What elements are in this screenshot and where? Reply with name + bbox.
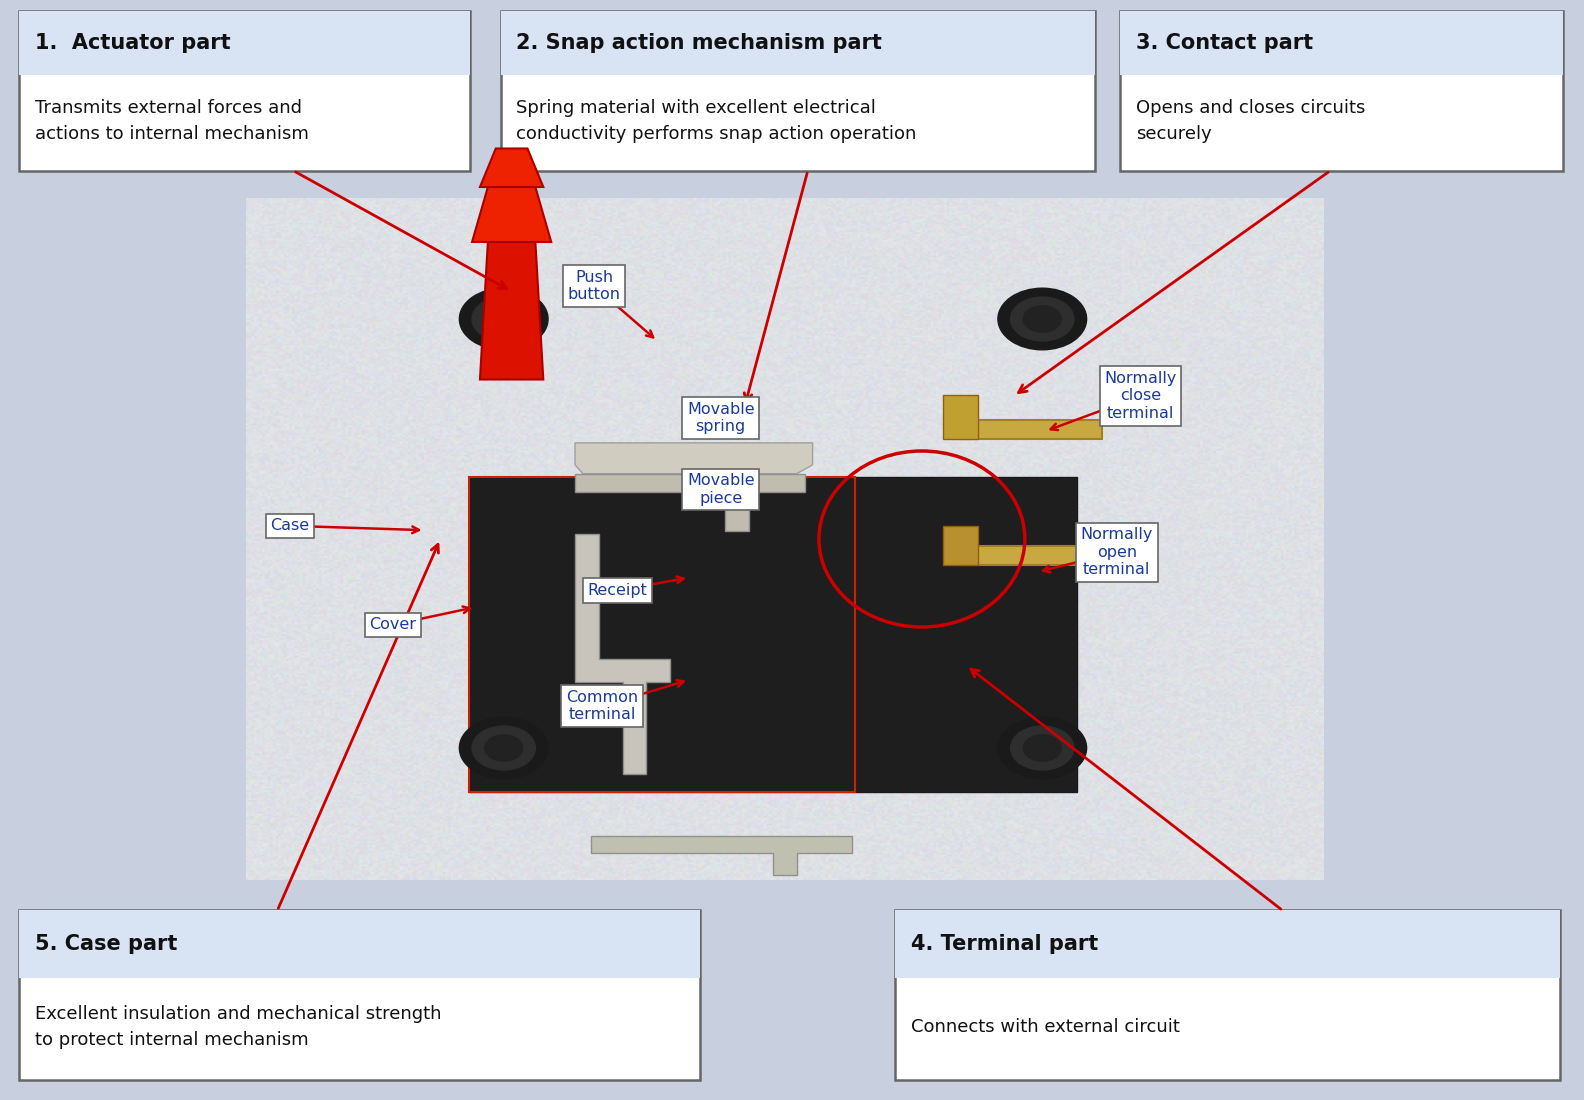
Text: 2. Snap action mechanism part: 2. Snap action mechanism part <box>516 33 882 53</box>
FancyBboxPatch shape <box>501 11 1095 170</box>
Text: Excellent insulation and mechanical strength
to protect internal mechanism: Excellent insulation and mechanical stre… <box>35 1005 442 1049</box>
Circle shape <box>1023 306 1061 332</box>
Circle shape <box>998 717 1087 779</box>
Text: 1.  Actuator part: 1. Actuator part <box>35 33 231 53</box>
Circle shape <box>472 726 535 770</box>
Text: Transmits external forces and
actions to internal mechanism: Transmits external forces and actions to… <box>35 99 309 143</box>
Text: Receipt: Receipt <box>588 583 648 598</box>
Polygon shape <box>575 443 813 474</box>
Polygon shape <box>575 474 805 531</box>
Text: Normally
close
terminal: Normally close terminal <box>1104 371 1177 421</box>
Polygon shape <box>960 420 1102 439</box>
Text: 3. Contact part: 3. Contact part <box>1136 33 1313 53</box>
Polygon shape <box>575 534 670 773</box>
Text: Movable
spring: Movable spring <box>687 402 754 434</box>
Text: Opens and closes circuits
securely: Opens and closes circuits securely <box>1136 99 1365 143</box>
Circle shape <box>1011 297 1074 341</box>
Text: Push
button: Push button <box>567 270 621 302</box>
FancyBboxPatch shape <box>19 910 700 1080</box>
Text: Normally
open
terminal: Normally open terminal <box>1080 527 1153 578</box>
Text: Movable
piece: Movable piece <box>687 473 754 506</box>
Circle shape <box>459 717 548 779</box>
Text: Case: Case <box>271 518 309 534</box>
Polygon shape <box>480 148 543 187</box>
Circle shape <box>485 306 523 332</box>
Polygon shape <box>591 836 852 874</box>
FancyBboxPatch shape <box>1120 11 1563 170</box>
Circle shape <box>472 297 535 341</box>
Polygon shape <box>960 546 1102 564</box>
Text: 4. Terminal part: 4. Terminal part <box>911 934 1098 954</box>
FancyBboxPatch shape <box>19 910 700 978</box>
FancyBboxPatch shape <box>501 11 1095 75</box>
FancyBboxPatch shape <box>1120 11 1563 75</box>
Text: Cover: Cover <box>369 617 417 632</box>
FancyBboxPatch shape <box>19 11 470 75</box>
Circle shape <box>1023 735 1061 761</box>
FancyBboxPatch shape <box>19 11 470 170</box>
FancyBboxPatch shape <box>944 526 979 564</box>
Circle shape <box>485 735 523 761</box>
Text: Spring material with excellent electrical
conductivity performs snap action oper: Spring material with excellent electrica… <box>516 99 917 143</box>
Circle shape <box>459 288 548 350</box>
FancyBboxPatch shape <box>944 395 979 439</box>
Polygon shape <box>472 187 551 242</box>
Circle shape <box>1011 726 1074 770</box>
Text: 5. Case part: 5. Case part <box>35 934 177 954</box>
Circle shape <box>998 288 1087 350</box>
FancyBboxPatch shape <box>895 910 1560 978</box>
Text: Common
terminal: Common terminal <box>565 690 638 723</box>
FancyBboxPatch shape <box>431 241 1115 826</box>
FancyBboxPatch shape <box>469 477 1077 792</box>
Polygon shape <box>480 242 543 380</box>
FancyBboxPatch shape <box>895 910 1560 1080</box>
Text: Connects with external circuit: Connects with external circuit <box>911 1018 1180 1036</box>
